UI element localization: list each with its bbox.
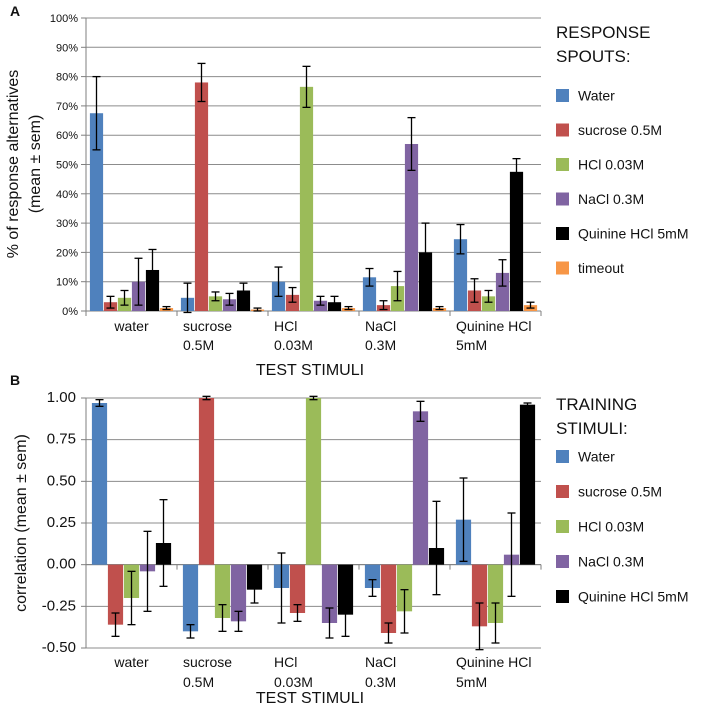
y-tick-label: 80% (56, 72, 78, 84)
y-tick-label: -0.25 (42, 597, 76, 614)
y-axis-title: (mean ± sem) (27, 115, 44, 214)
bar (91, 403, 108, 565)
legend-label: NaCl 0.3M (578, 191, 644, 207)
bar (305, 398, 322, 565)
bar (495, 272, 510, 311)
y-tick-label: 50% (56, 160, 78, 172)
panel-b-chart: B -0.50 -0.25 0.00 0.25 0.50 0.75 1.00 water sucr… (10, 372, 688, 707)
bar (208, 296, 223, 311)
bar (380, 564, 397, 633)
bar (412, 411, 429, 565)
legend-label: HCl 0.03M (578, 519, 644, 535)
legend-label: Quinine HCl 5mM (578, 589, 688, 605)
legend-label: NaCl 0.3M (578, 554, 644, 570)
bar (337, 564, 354, 615)
x-tick-label: 0.3M (365, 337, 396, 353)
legend-swatch (556, 123, 569, 137)
x-axis-title: TEST STIMULI (256, 690, 364, 707)
x-tick-label: 0.3M (365, 674, 396, 690)
legend-title: STIMULI: (556, 419, 628, 438)
bar (299, 86, 314, 311)
legend-title: SPOUTS: (556, 47, 631, 66)
legend-label: sucrose 0.5M (578, 122, 662, 138)
bar (487, 564, 504, 623)
x-tick-label: 0.5M (183, 337, 214, 353)
bar (285, 294, 300, 311)
legend-swatch (556, 192, 569, 206)
y-tick-label: 20% (56, 247, 78, 259)
y-tick-label: 0.50 (47, 472, 76, 489)
x-tick-label: 0.03M (274, 674, 313, 690)
legend-label: Quinine HCl 5mM (578, 226, 688, 242)
panel-letter: A (10, 3, 20, 19)
bar (107, 564, 124, 625)
x-tick-label: water (113, 654, 149, 670)
legend-swatch (556, 261, 569, 275)
legend-label: sucrose 0.5M (578, 484, 662, 500)
legend-label: Water (578, 449, 615, 465)
legend-swatch (556, 485, 569, 498)
y-tick-label: 0.00 (47, 556, 76, 573)
y-tick-label: 70% (56, 101, 78, 113)
legend-swatch (556, 520, 569, 533)
y-tick-label: -0.50 (42, 639, 76, 656)
x-tick-label: 0.5M (183, 674, 214, 690)
x-tick-label: 0.03M (274, 337, 313, 353)
bar (236, 290, 251, 311)
bar (89, 113, 104, 311)
y-tick-label: 90% (56, 42, 78, 54)
x-axis-title: TEST STIMULI (256, 362, 364, 379)
x-tick-label: 5mM (456, 337, 487, 353)
y-tick-label: 40% (56, 189, 78, 201)
legend-swatch (556, 158, 569, 171)
legend-swatch (556, 450, 569, 463)
bar (519, 404, 536, 565)
bar (182, 564, 199, 632)
x-tick-label: Quinine HCl (456, 318, 531, 334)
bar (198, 398, 215, 565)
panel-letter: B (10, 372, 20, 388)
bar (313, 300, 328, 311)
y-tick-label: 0.75 (47, 431, 76, 448)
y-axis-title: % of response alternatives (5, 70, 22, 259)
y-tick-label: 30% (56, 218, 78, 230)
y-tick-label: 60% (56, 130, 78, 142)
legend-swatch (556, 590, 569, 603)
x-tick-label: water (113, 318, 149, 334)
bar (471, 564, 488, 627)
legend-title: RESPONSE (556, 23, 650, 42)
bar (453, 239, 468, 311)
x-tick-label: NaCl (365, 654, 396, 670)
bar (364, 564, 381, 588)
y-axis-title: correlation (mean ± sem) (13, 434, 30, 612)
legend-swatch (556, 89, 569, 102)
x-tick-label: Quinine HCl (456, 654, 531, 670)
bar (509, 171, 524, 311)
bar (481, 296, 496, 311)
x-tick-label: HCl (274, 654, 297, 670)
legend-label: HCl 0.03M (578, 157, 644, 173)
x-tick-label: sucrose (183, 654, 232, 670)
x-tick-label: sucrose (183, 318, 232, 334)
x-tick-label: NaCl (365, 318, 396, 334)
x-tick-label: HCl (274, 318, 297, 334)
legend-label: Water (578, 88, 615, 104)
panel-a-chart: A 0% 10% 20% 30% 40% 50% 60% 70% 80% 90% 100% water s… (5, 3, 688, 379)
legend-title: TRAINING (556, 395, 637, 414)
legend-swatch (556, 227, 569, 240)
y-tick-label: 10% (56, 277, 78, 289)
x-tick-label: 5mM (456, 674, 487, 690)
bar (289, 564, 306, 613)
bar (194, 82, 209, 312)
y-tick-label: 0.25 (47, 514, 76, 531)
bar (230, 564, 247, 622)
y-tick-label: 1.00 (47, 389, 76, 406)
y-tick-label: 0% (62, 306, 78, 318)
legend-label: timeout (578, 260, 624, 276)
legend-swatch (556, 555, 569, 568)
bar (404, 143, 419, 311)
y-tick-label: 100% (50, 13, 78, 25)
bar (396, 564, 413, 612)
